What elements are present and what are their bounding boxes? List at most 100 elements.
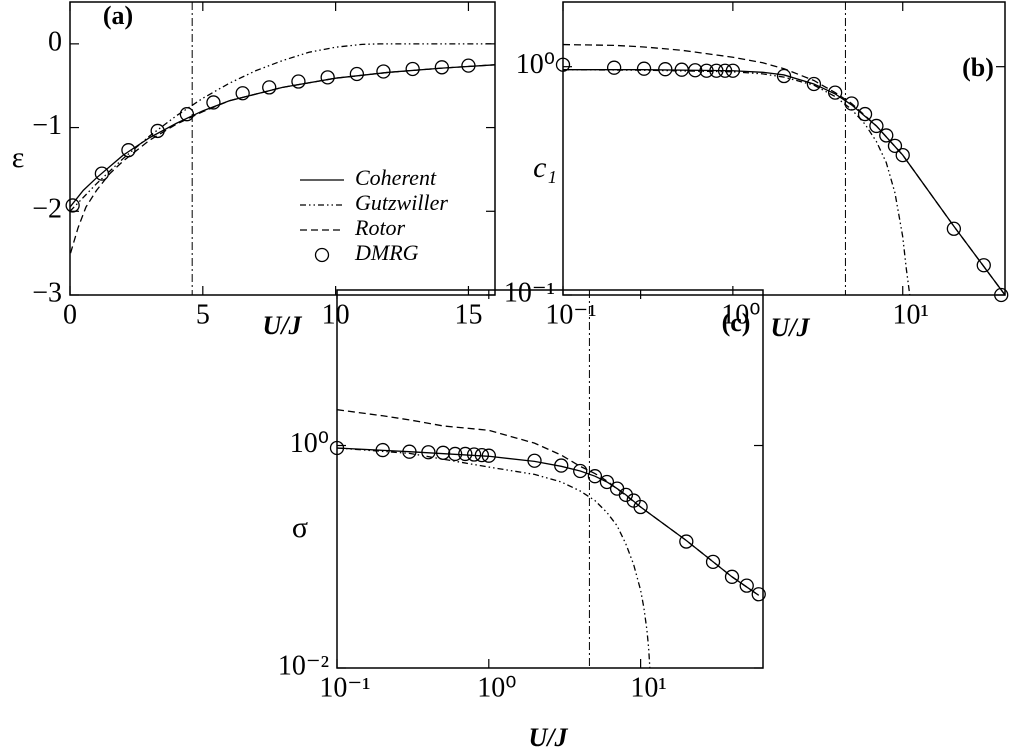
data-point <box>633 499 648 515</box>
data-point <box>705 554 721 569</box>
data-point <box>235 86 250 101</box>
data-point <box>844 96 859 111</box>
data-point <box>717 63 733 78</box>
data-point <box>606 60 622 75</box>
data-point <box>179 107 195 122</box>
data-point <box>599 474 615 490</box>
y-tick-label: −1 <box>32 110 62 141</box>
data-point <box>688 63 703 78</box>
data-point <box>751 587 766 602</box>
x-tick-label: 10¹ <box>630 672 666 703</box>
data-point <box>320 70 335 85</box>
data-point <box>869 118 884 134</box>
x-axis-label: U/J <box>529 723 569 752</box>
data-point <box>527 453 542 468</box>
data-point <box>679 534 694 549</box>
data-point <box>827 85 843 100</box>
series-line <box>337 447 651 668</box>
data-point <box>481 448 496 463</box>
data-point <box>806 76 822 92</box>
x-tick-label: 10¹ <box>893 299 929 330</box>
data-point <box>725 63 741 78</box>
data-point <box>879 128 894 143</box>
panel: 0 5 10 15 −3 −2 −1 0 (a) U/J ε CoherentGutzwillerRo… <box>12 1 496 340</box>
y-axis-label: c₁ <box>533 151 557 184</box>
panel-label: (a) <box>103 1 133 30</box>
data-point <box>699 63 714 78</box>
data-point <box>976 258 991 273</box>
data-point <box>65 198 80 213</box>
data-point <box>895 147 910 163</box>
data-point <box>573 463 588 479</box>
data-point <box>121 143 136 158</box>
data-point <box>150 123 165 139</box>
data-point <box>376 64 391 79</box>
x-tick-label: 15 <box>454 299 482 330</box>
legend-label: Coherent <box>355 165 437 190</box>
data-point <box>776 68 792 84</box>
axes-box <box>562 1 1006 296</box>
data-point <box>658 62 673 77</box>
data-point <box>447 446 463 462</box>
panel-label: (c) <box>722 308 751 337</box>
data-point <box>206 95 221 110</box>
legend-label: DMRG <box>354 240 419 265</box>
data-point <box>434 60 450 75</box>
x-tick-label: 10 <box>322 299 350 330</box>
x-tick-label: 10⁻¹ <box>545 299 596 330</box>
series-line <box>337 409 760 596</box>
y-tick-label: 10⁰ <box>516 49 555 80</box>
plot-area <box>70 2 495 295</box>
y-tick-label: 10⁻² <box>278 650 329 681</box>
y-tick-label: −3 <box>32 277 62 308</box>
data-point <box>618 487 634 503</box>
y-tick-label: 10⁻¹ <box>504 277 555 308</box>
series-line <box>70 43 495 212</box>
data-point <box>466 447 482 462</box>
plot-area <box>337 290 760 668</box>
x-axis-label: U/J <box>771 313 811 342</box>
data-point <box>636 61 652 76</box>
series-line <box>70 64 495 254</box>
legend-marker <box>314 247 330 263</box>
x-tick-label: 10⁰ <box>721 299 760 330</box>
data-point <box>405 61 420 77</box>
x-tick-label: 10⁰ <box>477 672 516 703</box>
data-point <box>554 458 569 473</box>
series-line <box>563 69 1005 295</box>
data-point <box>461 58 476 73</box>
legend-label: Rotor <box>354 215 406 240</box>
legend-label: Gutzwiller <box>355 190 448 215</box>
data-point <box>349 66 365 82</box>
data-point <box>724 569 740 584</box>
y-tick-label: 10⁰ <box>290 428 329 459</box>
x-axis-label: U/J <box>263 311 303 340</box>
y-tick-label: 0 <box>48 26 62 57</box>
data-point <box>474 447 490 463</box>
y-axis-label: ε <box>12 141 25 174</box>
plot-area <box>563 2 1005 295</box>
data-point <box>709 63 724 78</box>
data-point <box>458 446 473 462</box>
x-tick-label: 0 <box>63 299 77 330</box>
data-point <box>375 442 390 458</box>
data-point <box>946 221 962 236</box>
data-point <box>291 74 306 89</box>
data-point <box>887 138 903 154</box>
data-point <box>857 106 873 122</box>
panel: 10⁻¹ 10⁰ 10¹ 10⁻¹ 10⁰ (b) U/J c₁ <box>504 1 1009 342</box>
x-tick-label: 5 <box>196 299 210 330</box>
x-tick-label: 10⁻¹ <box>319 672 370 703</box>
series-line <box>337 447 760 596</box>
data-point <box>739 578 754 593</box>
data-point <box>421 445 436 460</box>
data-point <box>435 445 451 460</box>
y-axis-label: σ <box>292 511 308 544</box>
data-point <box>94 166 110 181</box>
data-point <box>587 469 603 484</box>
y-tick-label: −2 <box>32 194 62 225</box>
axes-box <box>336 289 764 669</box>
panel-label: (b) <box>962 53 994 82</box>
